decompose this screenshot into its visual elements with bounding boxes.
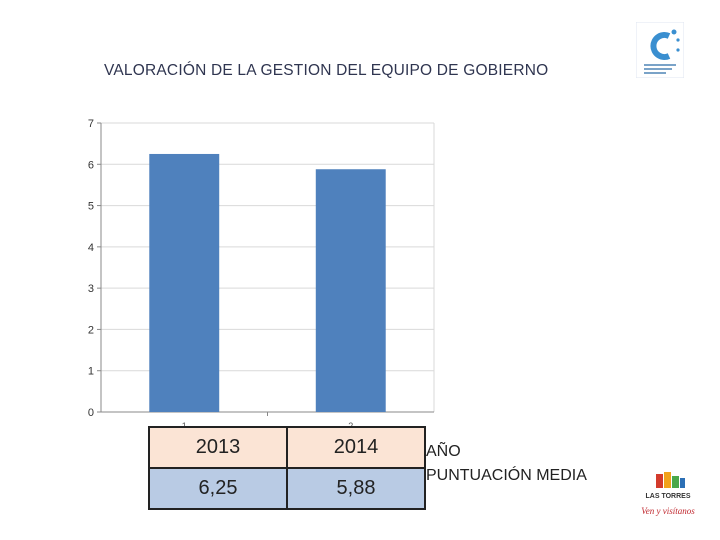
logo-motto-text: Ven y visítanos xyxy=(641,506,695,516)
c-letter-icon xyxy=(650,32,671,60)
row-label-year: AÑO xyxy=(426,443,461,460)
las-torres-municipal-logo: LAS TORRES Ven y visítanos xyxy=(641,472,695,516)
y-tick-label-2: 2 xyxy=(88,324,94,336)
table-row-scores: 6,25 5,88 xyxy=(148,467,426,510)
row-label-score: PUNTUACIÓN MEDIA xyxy=(426,467,587,484)
chart-title: VALORACIÓN DE LA GESTION DEL EQUIPO DE G… xyxy=(104,62,549,79)
x-tick-label-2: 2 xyxy=(348,421,353,431)
x-tick-label-1: 1 xyxy=(182,421,187,431)
score-cell-2014: 5,88 xyxy=(286,467,426,510)
bar-2 xyxy=(315,169,386,412)
y-tick-label-0: 0 xyxy=(88,407,94,419)
customer-satisfaction-logo xyxy=(636,22,684,78)
y-tick-label-3: 3 xyxy=(88,283,94,295)
bar-1 xyxy=(149,153,220,412)
y-tick-label-1: 1 xyxy=(88,366,94,378)
data-table: 2013 2014 6,25 5,88 xyxy=(148,426,426,510)
year-cell-2013: 2013 xyxy=(148,426,288,469)
y-tick-label-7: 7 xyxy=(88,118,94,130)
y-tick-label-6: 6 xyxy=(88,159,94,171)
y-tick-label-5: 5 xyxy=(88,201,94,213)
table-row-years: 2013 2014 xyxy=(148,426,426,469)
score-cell-2013: 6,25 xyxy=(148,467,288,510)
star-icon xyxy=(671,29,677,35)
row-labels: AÑO PUNTUACIÓN MEDIA xyxy=(426,440,587,488)
logo-town-text: LAS TORRES xyxy=(646,493,691,500)
y-tick-label-4: 4 xyxy=(88,242,94,254)
year-cell-2014: 2014 xyxy=(286,426,426,469)
